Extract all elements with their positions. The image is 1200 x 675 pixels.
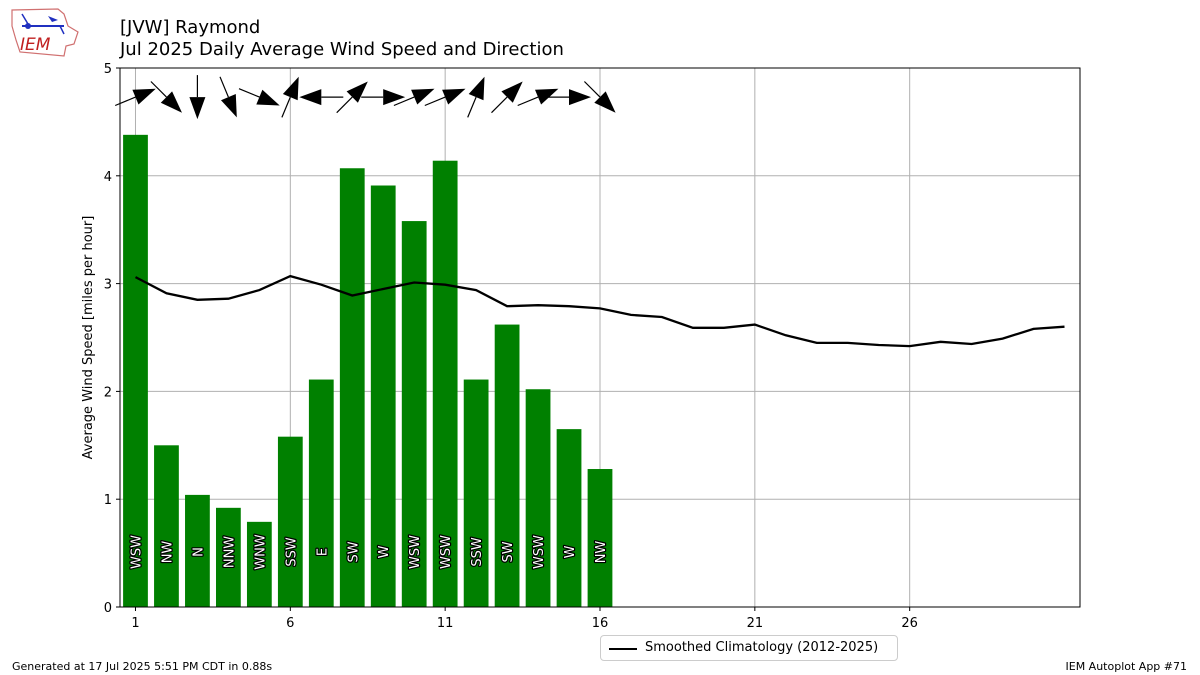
wind-arrow-shaft: [238, 88, 260, 98]
wind-arrow-head: [468, 76, 485, 101]
direction-label: SSW: [470, 537, 485, 567]
x-tick-label: 6: [286, 616, 294, 631]
bar: [556, 429, 582, 607]
bar: [216, 507, 241, 607]
direction-label: SW: [501, 541, 516, 562]
wind-arrow-head: [383, 89, 406, 106]
y-tick-label: 1: [104, 493, 112, 508]
direction-label: WSW: [439, 535, 454, 569]
legend-label: Smoothed Climatology (2012-2025): [645, 640, 879, 655]
wind-arrow-head: [189, 97, 206, 120]
legend: Smoothed Climatology (2012-2025): [600, 635, 898, 661]
y-tick-label: 0: [104, 601, 112, 616]
wind-arrow-head: [299, 89, 322, 106]
direction-label: NW: [594, 541, 609, 564]
wind-arrow-head: [160, 91, 182, 113]
direction-label: NW: [160, 541, 175, 564]
direction-label: NNW: [222, 536, 237, 568]
wind-arrow-head: [346, 81, 368, 103]
y-tick-label: 4: [104, 170, 112, 185]
wind-arrow-shaft: [491, 96, 508, 114]
x-axis: 1 6 11 16 21 26: [131, 607, 918, 631]
logo-text: IEM: [20, 35, 51, 55]
direction-labels: WSW NW N NNW WNW SSW E SW W WSW WSW SSW SW WSW W NW: [128, 533, 610, 571]
x-tick-label: 11: [437, 616, 454, 631]
x-tick-label: 16: [592, 616, 609, 631]
chart-subtitle: Jul 2025 Daily Average Wind Speed and Di…: [120, 39, 564, 60]
direction-label: WNW: [253, 534, 268, 570]
bar: [123, 134, 148, 607]
wind-arrow-head: [411, 88, 435, 105]
bar: [525, 389, 551, 607]
generated-timestamp: Generated at 17 Jul 2025 5:51 PM CDT in …: [12, 660, 273, 673]
wind-arrow-shaft: [219, 76, 229, 98]
x-tick-label: 26: [901, 616, 918, 631]
direction-label: N: [191, 547, 206, 557]
wind-arrow-head: [501, 81, 523, 103]
wind-arrow-shaft: [281, 96, 291, 118]
bar: [339, 168, 365, 607]
bar: [308, 379, 334, 607]
x-tick-label: 21: [747, 616, 764, 631]
bar: [246, 521, 272, 607]
wind-arrow-shaft: [517, 96, 539, 107]
bar: [494, 324, 520, 607]
wind-arrow-head: [535, 88, 559, 105]
app-label: IEM Autoplot App #71: [1065, 660, 1188, 673]
bar: [185, 494, 210, 607]
direction-label: WSW: [532, 535, 547, 569]
wind-arrow-head: [282, 76, 299, 101]
chart-title: [JVW] Raymond: [120, 17, 261, 38]
climatology-line: [134, 274, 1065, 348]
bar: [370, 185, 396, 607]
legend-line-swatch: [609, 648, 637, 650]
wind-arrow-shaft: [336, 96, 353, 114]
y-axis: 0 1 2 3 4 5: [104, 62, 120, 616]
bar: [463, 379, 489, 607]
wind-arrow-shaft: [393, 96, 415, 107]
wind-arrow-head: [442, 88, 466, 105]
wind-arrow-shaft: [150, 81, 167, 98]
iem-logo: IEM: [11, 8, 79, 57]
direction-label: WSW: [129, 535, 144, 569]
direction-label: SW: [346, 541, 361, 562]
bars: [123, 134, 613, 608]
y-tick-label: 3: [104, 278, 112, 293]
direction-label: SSW: [284, 537, 299, 567]
bar: [154, 445, 179, 607]
wind-arrow-shaft: [424, 96, 446, 107]
wind-arrow-head: [132, 88, 156, 105]
direction-label: E: [315, 548, 330, 556]
direction-label: W: [563, 545, 578, 558]
wind-arrow-shaft: [467, 96, 477, 118]
wind-arrows: [114, 75, 616, 120]
wind-arrow-head: [594, 91, 616, 113]
x-tick-label: 1: [131, 616, 139, 631]
y-tick-label: 2: [104, 385, 112, 400]
bar: [432, 160, 458, 607]
wind-arrow-head: [221, 94, 237, 118]
wind-arrow-shaft: [583, 81, 601, 98]
bar: [587, 469, 613, 607]
wind-arrow-head: [256, 89, 280, 106]
direction-label: WSW: [408, 535, 423, 569]
y-axis-label: Average Wind Speed [miles per hour]: [81, 216, 96, 460]
direction-label: W: [377, 545, 392, 558]
y-tick-label: 5: [104, 62, 112, 77]
wind-arrow-shaft: [114, 96, 136, 107]
wind-arrow-head: [569, 89, 591, 106]
bar: [277, 436, 303, 607]
